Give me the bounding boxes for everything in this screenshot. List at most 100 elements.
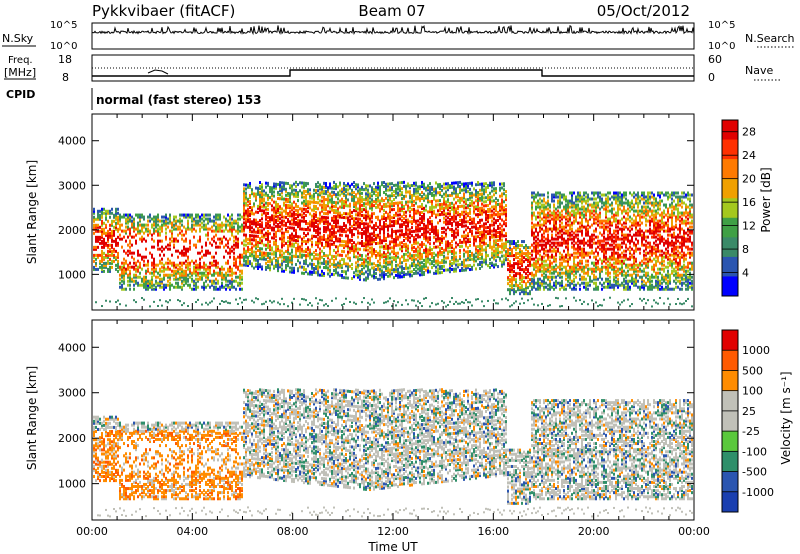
scatter-cell — [93, 227, 95, 231]
scatter-cell — [129, 249, 131, 253]
scatter-cell — [445, 200, 447, 204]
scatter-cell — [135, 269, 137, 273]
scatter-cell — [363, 216, 365, 220]
scatter-cell — [265, 300, 267, 303]
scatter-cell — [491, 251, 493, 255]
scatter-cell — [227, 213, 229, 217]
scatter-cell — [269, 218, 271, 222]
scatter-cell — [435, 203, 437, 207]
scatter-cell — [153, 215, 155, 219]
scatter-cell — [317, 229, 319, 233]
scatter-cell — [391, 186, 393, 190]
scatter-cell — [367, 188, 369, 192]
scatter-cell — [109, 249, 111, 253]
scatter-cell — [141, 283, 143, 287]
scatter-cell — [525, 272, 527, 276]
scatter-cell — [401, 261, 403, 265]
scatter-cell — [303, 191, 305, 195]
scatter-cell — [197, 251, 199, 255]
scatter-cell — [129, 269, 131, 273]
scatter-cell — [367, 248, 369, 252]
scatter-cell — [517, 240, 519, 244]
scatter-cell — [337, 197, 339, 201]
scatter-cell — [457, 223, 459, 227]
scatter-cell — [157, 247, 159, 251]
scatter-cell — [315, 205, 317, 209]
scatter-cell — [217, 229, 219, 233]
scatter-cell — [463, 210, 465, 214]
scatter-cell — [249, 234, 251, 238]
scatter-cell — [331, 272, 333, 276]
scatter-cell — [375, 197, 377, 201]
scatter-cell — [225, 243, 227, 247]
scatter-cell — [117, 261, 119, 265]
scatter-cell — [505, 222, 507, 226]
scatter-cell — [153, 217, 155, 221]
scatter-cell — [349, 192, 351, 196]
scatter-cell — [209, 241, 211, 245]
scatter-cell — [265, 215, 267, 219]
scatter-cell — [255, 246, 257, 250]
scatter-cell — [423, 262, 425, 266]
scatter-cell — [421, 219, 423, 223]
scatter-cell — [173, 217, 175, 221]
scatter-cell — [203, 253, 205, 257]
scatter-cell — [517, 272, 519, 276]
scatter-cell — [391, 208, 393, 212]
scatter-cell — [435, 187, 437, 191]
scatter-cell — [461, 220, 463, 224]
scatter-cell — [295, 216, 297, 220]
scatter-cell — [283, 215, 285, 219]
scatter-cell — [305, 181, 307, 185]
scatter-cell — [219, 273, 221, 277]
scatter-cell — [329, 252, 331, 256]
scatter-cell — [505, 204, 507, 208]
scatter-cell — [401, 193, 403, 197]
scatter-cell — [405, 214, 407, 218]
scatter-cell — [491, 195, 493, 199]
scatter-cell — [317, 231, 319, 235]
scatter-cell — [303, 181, 305, 185]
scatter-cell — [313, 256, 315, 260]
scatter-cell — [181, 263, 183, 267]
scatter-cell — [291, 260, 293, 264]
scatter-cell — [171, 253, 173, 257]
scatter-cell — [247, 219, 249, 223]
scatter-cell — [243, 197, 245, 201]
scatter-cell — [201, 249, 203, 253]
scatter-cell — [449, 246, 451, 250]
scatter-cell — [331, 230, 333, 234]
scatter-cell — [447, 246, 449, 250]
scatter-cell — [431, 302, 433, 305]
scatter-cell — [271, 260, 273, 264]
scatter-cell — [359, 221, 361, 225]
scatter-cell — [507, 299, 509, 302]
scatter-cell — [451, 181, 453, 185]
scatter-cell — [283, 181, 285, 185]
scatter-cell — [237, 275, 239, 279]
scatter-cell — [375, 187, 377, 191]
scatter-cell — [135, 239, 137, 243]
scatter-cell — [371, 252, 373, 256]
scatter-cell — [291, 244, 293, 248]
scatter-cell — [401, 249, 403, 253]
scatter-cell — [125, 225, 127, 229]
scatter-cell — [285, 209, 287, 213]
scatter-cell — [321, 255, 323, 259]
scatter-cell — [245, 201, 247, 205]
scatter-cell — [271, 198, 273, 202]
scatter-cell — [317, 273, 319, 277]
scatter-cell — [233, 251, 235, 255]
scatter-cell — [233, 225, 235, 229]
scatter-cell — [325, 186, 327, 190]
scatter-cell — [407, 238, 409, 242]
scatter-cell — [287, 244, 289, 248]
scatter-cell — [139, 231, 141, 235]
scatter-cell — [361, 199, 363, 203]
scatter-cell — [305, 189, 307, 193]
scatter-cell — [283, 223, 285, 227]
scatter-cell — [157, 241, 159, 245]
scatter-cell — [373, 190, 375, 194]
scatter-cell — [151, 261, 153, 265]
scatter-cell — [233, 263, 235, 267]
